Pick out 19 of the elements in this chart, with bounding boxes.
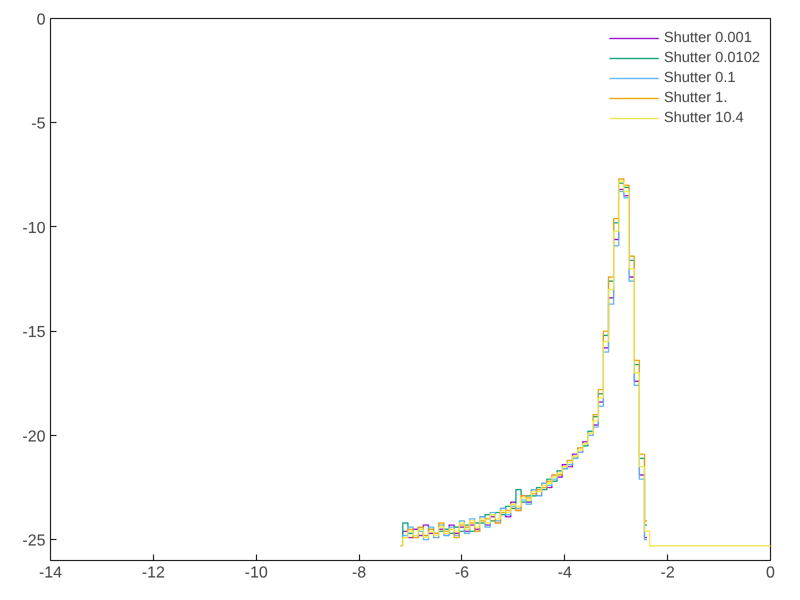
legend-label: Shutter 0.1: [664, 70, 736, 86]
y-tick-label: -10: [22, 220, 46, 237]
legend-label: Shutter 0.001: [664, 30, 752, 46]
y-tick-label: -25: [22, 532, 46, 550]
x-tick-label: -14: [38, 564, 62, 582]
legend-label: Shutter 1.: [664, 90, 728, 106]
y-tick-label: -15: [22, 324, 46, 342]
x-tick-label: -10: [244, 564, 268, 582]
x-tick-label: -6: [454, 564, 470, 582]
x-tick-label: -12: [142, 564, 166, 582]
legend-label: Shutter 0.0102: [664, 50, 760, 66]
y-tick-label: -5: [31, 116, 46, 133]
y-tick-label: 0: [36, 12, 46, 28]
y-tick-label: -20: [22, 428, 46, 446]
x-tick-label: -2: [660, 564, 675, 582]
x-tick-label: 0: [766, 564, 776, 582]
legend-label: Shutter 10.4: [664, 110, 744, 126]
x-tick-label: -4: [558, 564, 572, 582]
x-tick-label: -8: [352, 564, 366, 582]
